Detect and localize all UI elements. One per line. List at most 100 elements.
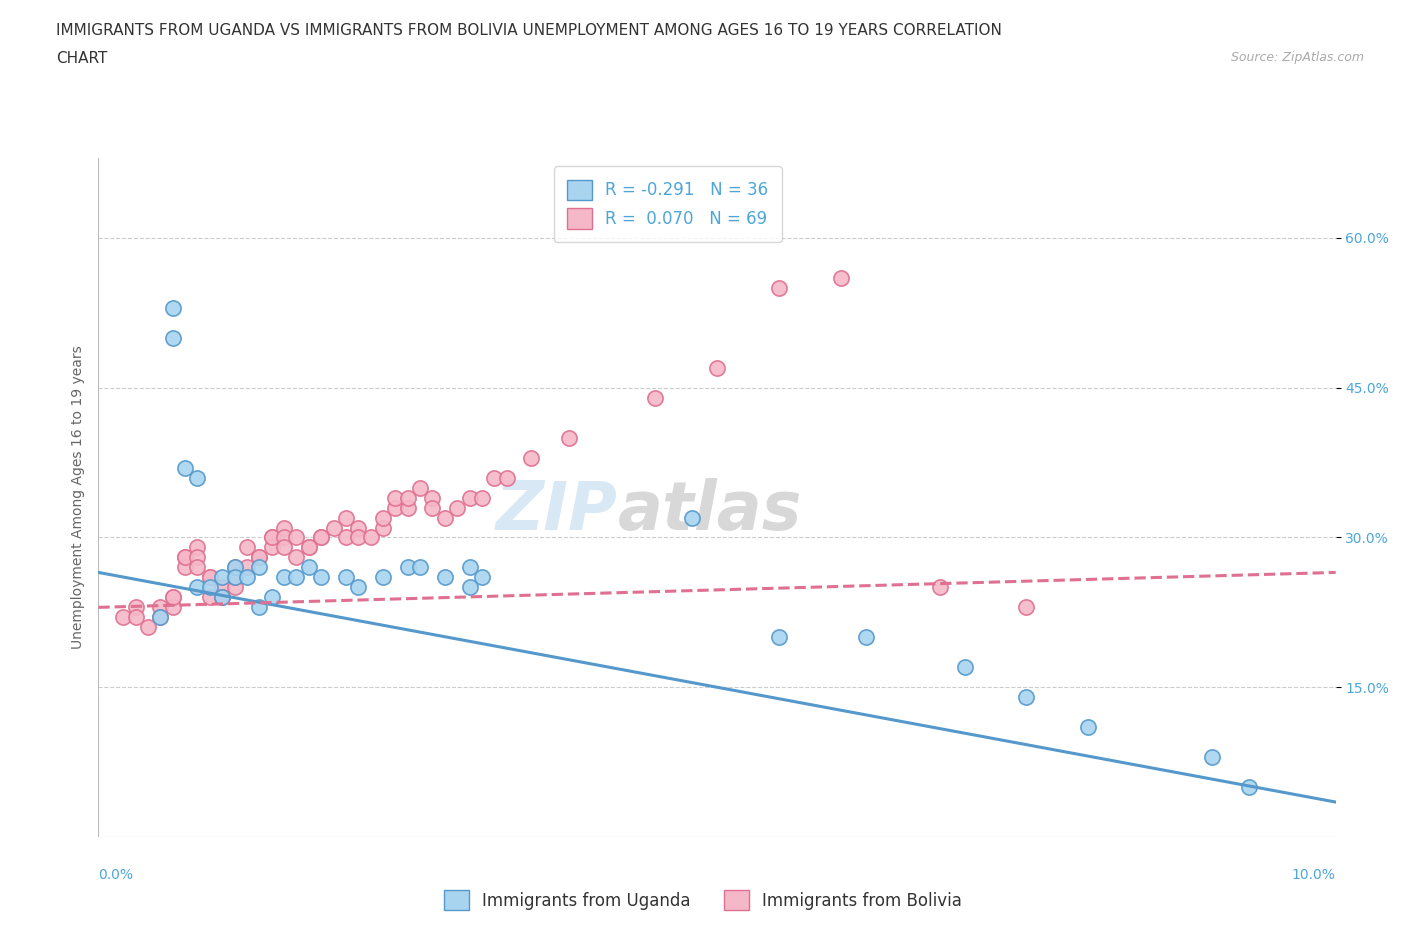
Point <box>174 550 197 565</box>
Point <box>260 540 283 555</box>
Point <box>162 600 184 615</box>
Point <box>1201 750 1223 764</box>
Point <box>186 550 208 565</box>
Point <box>953 660 976 675</box>
Legend: R = -0.291   N = 36, R =  0.070   N = 69: R = -0.291 N = 36, R = 0.070 N = 69 <box>554 166 782 242</box>
Text: CHART: CHART <box>56 51 108 66</box>
Point <box>458 560 481 575</box>
Point <box>335 570 357 585</box>
Point <box>149 600 172 615</box>
Point <box>422 500 444 515</box>
Point <box>198 570 221 585</box>
Point <box>1077 720 1099 735</box>
Point <box>198 570 221 585</box>
Point <box>224 570 246 585</box>
Point <box>422 490 444 505</box>
Point <box>768 630 790 644</box>
Point <box>260 530 283 545</box>
Text: 10.0%: 10.0% <box>1292 868 1336 882</box>
Point <box>149 610 172 625</box>
Point <box>247 550 270 565</box>
Point <box>186 540 208 555</box>
Point <box>458 580 481 595</box>
Point <box>162 300 184 315</box>
Point <box>396 490 419 505</box>
Point <box>520 450 543 465</box>
Point <box>347 520 370 535</box>
Point <box>198 590 221 604</box>
Point <box>371 520 394 535</box>
Point <box>371 570 394 585</box>
Point <box>928 580 950 595</box>
Point <box>458 490 481 505</box>
Point <box>644 391 666 405</box>
Text: atlas: atlas <box>619 478 803 544</box>
Point <box>681 510 703 525</box>
Point <box>224 560 246 575</box>
Point <box>136 620 159 635</box>
Point <box>1015 600 1038 615</box>
Point <box>211 590 233 604</box>
Point <box>174 560 197 575</box>
Point <box>124 610 146 625</box>
Point <box>174 550 197 565</box>
Point <box>186 580 208 595</box>
Point <box>273 520 295 535</box>
Point <box>471 570 494 585</box>
Point <box>162 590 184 604</box>
Point <box>211 590 233 604</box>
Point <box>309 530 332 545</box>
Point <box>211 590 233 604</box>
Point <box>260 530 283 545</box>
Point <box>396 500 419 515</box>
Point <box>260 590 283 604</box>
Point <box>495 471 517 485</box>
Point <box>149 610 172 625</box>
Point <box>557 431 579 445</box>
Point <box>247 600 270 615</box>
Point <box>396 560 419 575</box>
Point <box>174 460 197 475</box>
Point <box>224 560 246 575</box>
Point <box>309 570 332 585</box>
Point <box>322 520 344 535</box>
Point <box>273 530 295 545</box>
Point <box>298 560 321 575</box>
Point <box>247 550 270 565</box>
Point <box>236 570 259 585</box>
Point <box>285 530 308 545</box>
Text: Source: ZipAtlas.com: Source: ZipAtlas.com <box>1230 51 1364 64</box>
Point <box>236 560 259 575</box>
Point <box>285 570 308 585</box>
Point <box>855 630 877 644</box>
Point <box>347 530 370 545</box>
Point <box>347 580 370 595</box>
Point <box>360 530 382 545</box>
Point <box>247 560 270 575</box>
Point <box>484 471 506 485</box>
Point <box>1015 690 1038 705</box>
Point <box>236 540 259 555</box>
Point <box>298 540 321 555</box>
Point <box>186 471 208 485</box>
Point <box>273 570 295 585</box>
Point <box>335 510 357 525</box>
Point <box>224 570 246 585</box>
Point <box>471 490 494 505</box>
Point <box>285 550 308 565</box>
Point <box>112 610 135 625</box>
Point <box>162 590 184 604</box>
Point <box>830 271 852 286</box>
Point <box>384 500 406 515</box>
Point <box>273 540 295 555</box>
Point <box>309 530 332 545</box>
Point <box>384 490 406 505</box>
Point <box>298 540 321 555</box>
Legend: Immigrants from Uganda, Immigrants from Bolivia: Immigrants from Uganda, Immigrants from … <box>437 884 969 917</box>
Point <box>706 360 728 375</box>
Text: 0.0%: 0.0% <box>98 868 134 882</box>
Point <box>1237 779 1260 794</box>
Y-axis label: Unemployment Among Ages 16 to 19 years: Unemployment Among Ages 16 to 19 years <box>70 346 84 649</box>
Point <box>433 510 456 525</box>
Point <box>446 500 468 515</box>
